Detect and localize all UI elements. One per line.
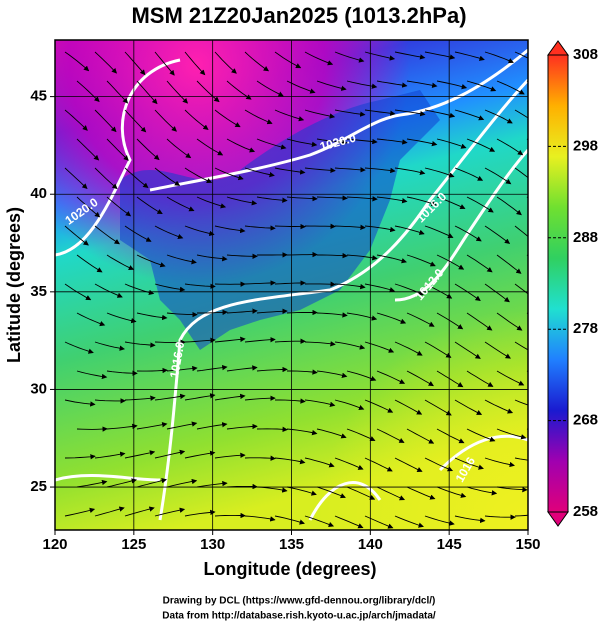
colorbar-tick-label: 308	[573, 46, 598, 63]
streamline	[527, 197, 550, 216]
x-tick-label: 120	[42, 536, 67, 553]
y-tick-label: 30	[30, 380, 47, 397]
streamline	[527, 255, 551, 274]
streamline	[527, 139, 551, 158]
y-tick-label: 25	[30, 478, 47, 495]
colorbar-tick-label: 268	[573, 412, 598, 429]
field	[55, 40, 557, 530]
y-tick-label: 35	[30, 283, 47, 300]
x-tick-label: 130	[200, 536, 225, 553]
y-tick-label: 40	[30, 185, 47, 202]
colorbar	[548, 55, 568, 512]
y-axis-label: Latitude (degrees)	[4, 207, 24, 363]
colorbar-tri	[548, 512, 568, 526]
colorbar-tick-label: 278	[573, 320, 598, 337]
chart-title: MSM 21Z20Jan2025 (1013.2hPa)	[131, 3, 466, 28]
x-tick-label: 145	[437, 536, 462, 553]
colorbar-tri	[548, 41, 568, 55]
colorbar-tick-label: 258	[573, 503, 598, 520]
x-tick-label: 135	[279, 536, 304, 553]
streamline	[305, 226, 335, 227]
footer-line: Drawing by DCL (https://www.gfd-dennou.o…	[163, 596, 436, 607]
footer-line: Data from http://database.rish.kyoto-u.a…	[162, 611, 436, 622]
y-tick-label: 45	[30, 88, 47, 105]
colorbar-tick-label: 288	[573, 229, 598, 246]
x-tick-label: 150	[515, 536, 540, 553]
x-tick-label: 140	[358, 536, 383, 553]
colorbar-tick-label: 298	[573, 137, 598, 154]
x-axis-label: Longitude (degrees)	[203, 559, 376, 579]
x-tick-label: 125	[121, 536, 146, 553]
